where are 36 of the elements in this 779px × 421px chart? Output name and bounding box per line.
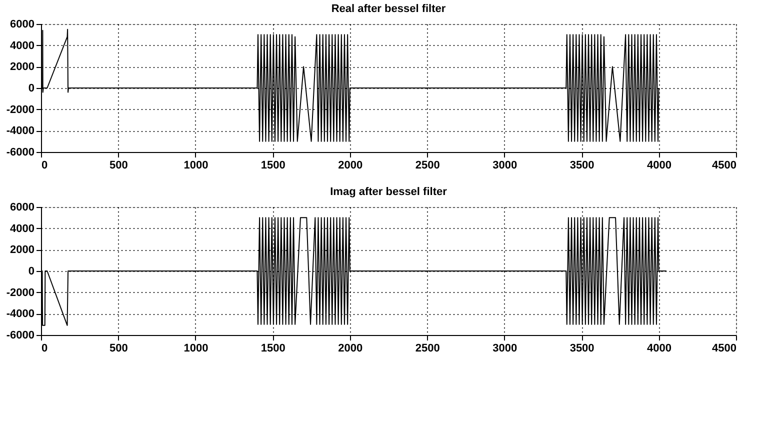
y-tick-label: 6000 — [10, 202, 34, 214]
x-tick-label: 4000 — [647, 342, 672, 354]
x-tick-label: 3500 — [570, 342, 594, 354]
y-tick-label: -2000 — [6, 286, 34, 299]
chart-title: Imag after bessel filter — [330, 186, 448, 198]
y-tick-label: -6000 — [6, 146, 34, 158]
chart-title: Real after bessel filter — [331, 3, 446, 15]
y-tick-label: 2000 — [10, 61, 34, 74]
x-tick-label: 3500 — [570, 160, 594, 172]
x-tick-label: 4500 — [712, 160, 736, 172]
x-tick-label: 3000 — [492, 342, 518, 354]
x-tick-label: 0 — [42, 342, 48, 354]
x-tick-label: 2000 — [338, 342, 363, 354]
x-tick-label: 1000 — [184, 160, 208, 172]
x-tick-label: 1500 — [260, 160, 286, 172]
x-tick-label: 0 — [42, 160, 48, 172]
y-tick-label: -4000 — [6, 125, 34, 138]
x-tick-label: 2000 — [338, 160, 363, 172]
y-tick-label: 2000 — [10, 244, 34, 256]
x-tick-label: 3000 — [492, 160, 518, 172]
x-tick-label: 4000 — [647, 160, 672, 172]
y-tick-label: -6000 — [6, 330, 34, 342]
x-tick-label: 500 — [110, 342, 128, 354]
y-tick-label: 4000 — [10, 40, 34, 52]
x-tick-label: 2500 — [415, 342, 440, 354]
x-tick-label: 1000 — [184, 342, 208, 354]
y-tick-label: 6000 — [10, 18, 34, 30]
y-tick-label: 4000 — [10, 222, 34, 235]
x-tick-label: 500 — [110, 160, 128, 172]
y-tick-label: 0 — [28, 82, 34, 94]
x-tick-label: 4500 — [712, 342, 736, 354]
y-tick-label: 0 — [28, 266, 34, 278]
y-tick-label: -2000 — [6, 104, 34, 116]
y-tick-label: -4000 — [6, 308, 34, 320]
x-tick-label: 2500 — [415, 160, 440, 172]
x-tick-label: 1500 — [260, 342, 286, 354]
